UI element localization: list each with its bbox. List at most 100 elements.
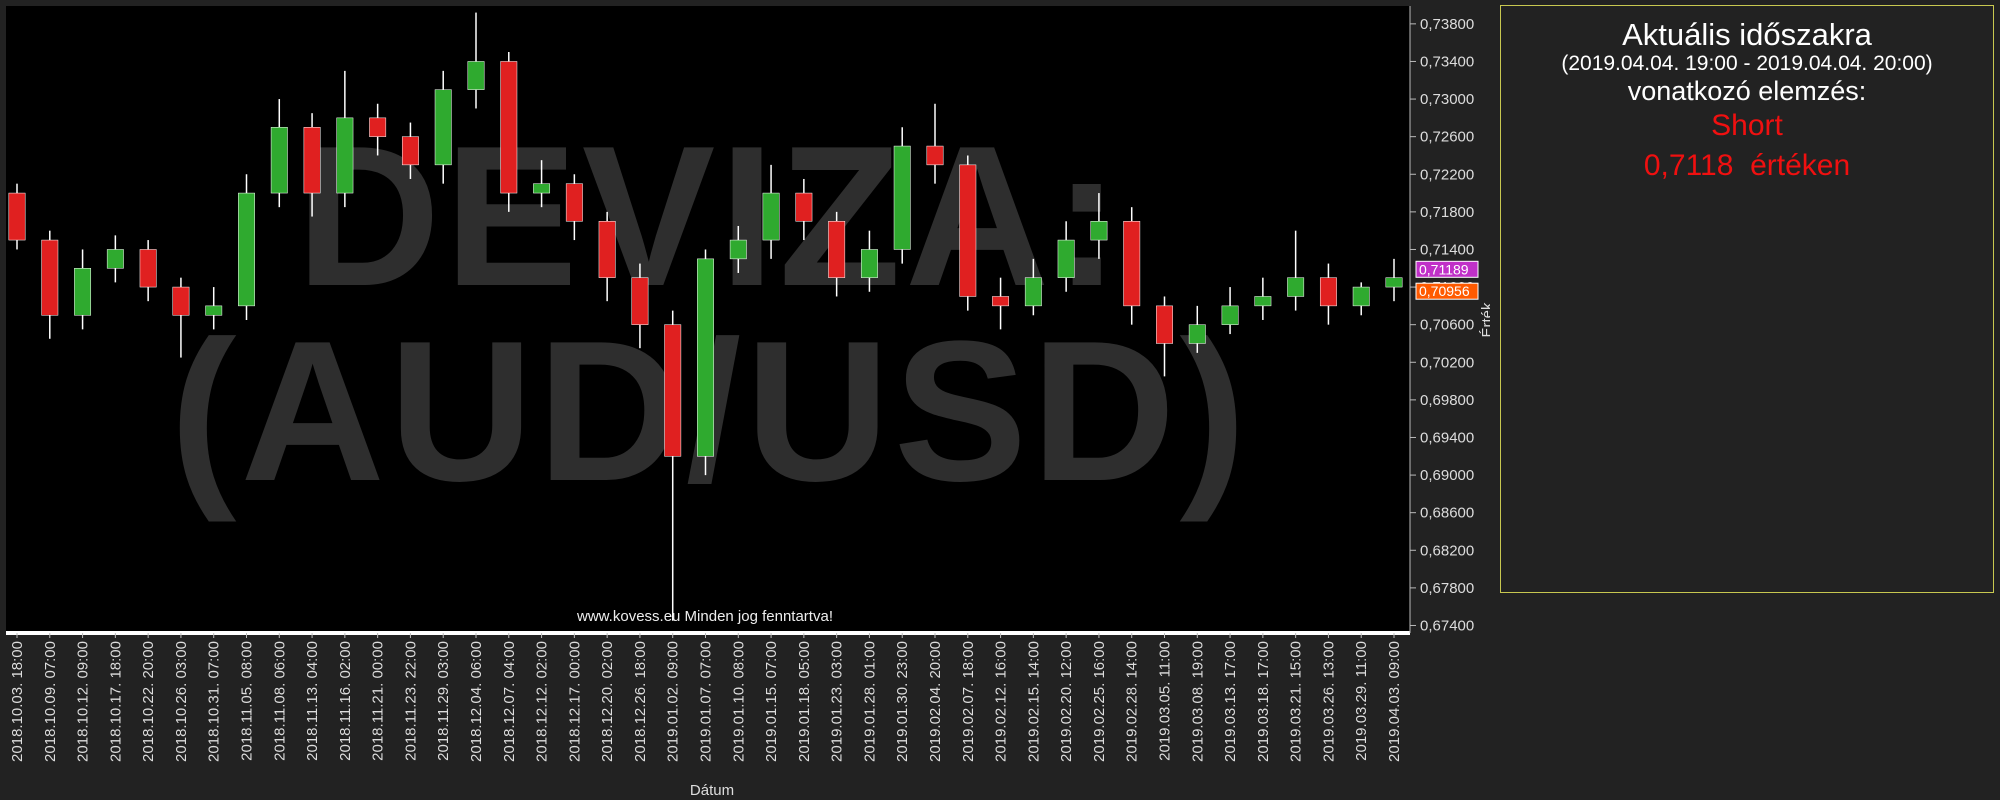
candle-body [893, 145, 911, 250]
price-marker-label: 0,70956 [1419, 283, 1470, 299]
y-tick-label: 0,71800 [1420, 204, 1474, 221]
x-tick-label: 2019.04.03. 09:00 [1386, 641, 1403, 762]
panel-subtitle: vonatkozó elemzés: [1627, 76, 1867, 106]
candle-body [565, 183, 583, 222]
candle-body [1352, 286, 1370, 307]
candle-body [369, 117, 387, 137]
panel-signal: Short [1711, 109, 1783, 142]
x-tick-label: 2019.02.04. 20:00 [927, 641, 944, 762]
candle-body [238, 192, 255, 307]
candle-body [795, 192, 813, 222]
price-marker [1415, 260, 1479, 278]
y-tick-label: 0,68200 [1420, 542, 1474, 559]
candle-body [8, 192, 26, 241]
candle-body [1188, 324, 1206, 344]
x-tick-label: 2018.12.26. 18:00 [632, 641, 649, 762]
candle-body [172, 286, 190, 316]
candle-body [1057, 239, 1075, 278]
panel-title: Aktuális időszakra [1622, 17, 1872, 52]
x-tick-label: 2019.01.02. 09:00 [665, 641, 682, 762]
x-tick-label: 2018.11.13. 04:00 [304, 641, 321, 761]
y-tick-label: 0,73800 [1420, 16, 1474, 33]
x-tick-label: 2019.01.18. 05:00 [796, 641, 813, 762]
x-tick-label: 2018.12.12. 02:00 [534, 641, 551, 762]
x-tick-label: 2018.12.17. 00:00 [566, 641, 583, 762]
x-tick-label: 2018.12.20. 02:00 [599, 641, 616, 762]
analysis-panel: Aktuális időszakra (2019.04.04. 19:00 - … [1500, 5, 1994, 593]
x-tick-label: 2019.02.25. 16:00 [1091, 641, 1108, 762]
x-tick-label: 2019.01.07. 07:00 [698, 641, 715, 762]
candle-body [762, 192, 780, 241]
candle-body [1156, 305, 1173, 344]
x-tick-label: 2019.03.29. 11:00 [1353, 641, 1370, 761]
candle-body [106, 249, 124, 269]
candle-body [500, 61, 518, 194]
candle-body [729, 239, 747, 260]
x-tick-label: 2018.12.07. 04:00 [501, 641, 518, 762]
candle-body [270, 127, 288, 194]
x-tick-label: 2018.10.22. 20:00 [140, 641, 157, 762]
x-tick-label: 2019.02.12. 16:00 [993, 641, 1010, 762]
panel-price-row: 0,7118 értéken [1501, 146, 1993, 186]
panel-period: (2019.04.04. 19:00 - 2019.04.04. 20:00) [1561, 52, 1933, 75]
x-tick-label: 2019.01.15. 07:00 [763, 641, 780, 762]
candle-body [1090, 221, 1108, 241]
y-tick-label: 0,68600 [1420, 505, 1474, 522]
y-tick-label: 0,70600 [1420, 317, 1474, 334]
candle-body [1123, 221, 1141, 307]
x-tick-label: 2018.10.31. 07:00 [206, 641, 223, 762]
y-tick-label: 0,70200 [1420, 354, 1474, 371]
y-tick-label: 0,73400 [1420, 53, 1474, 70]
candle-body [1385, 277, 1403, 288]
price-marker [1415, 282, 1479, 300]
x-tick-label: 2019.02.07. 18:00 [960, 641, 977, 762]
candle-body [336, 117, 354, 194]
candle-body [598, 221, 616, 278]
candle-body [992, 296, 1010, 307]
candle-body [74, 268, 92, 316]
x-tick-label: 2018.11.23. 22:00 [402, 641, 419, 761]
x-tick-label: 2019.01.10. 08:00 [730, 641, 747, 762]
candle-body [1287, 277, 1305, 297]
candle-body [1024, 277, 1042, 307]
x-tick-label: 2018.10.03. 18:00 [9, 641, 26, 762]
panel-price-suffix: értéken [1750, 149, 1851, 182]
candle-body [205, 305, 223, 316]
y-tick-label: 0,71400 [1420, 241, 1474, 258]
candle-body [664, 324, 682, 457]
x-tick-label: 2018.10.17. 18:00 [107, 641, 124, 762]
y-tick-label: 0,67800 [1420, 580, 1474, 597]
candle-body [41, 239, 59, 316]
candle-body [1254, 296, 1272, 307]
y-tick-label: 0,67400 [1420, 617, 1474, 634]
x-tick-label: 2019.03.13. 17:00 [1222, 641, 1239, 762]
x-tick-label: 2018.11.08. 06:00 [271, 641, 288, 761]
x-tick-label: 2018.11.16. 02:00 [337, 641, 354, 761]
x-tick-label: 2018.11.05. 08:00 [239, 641, 256, 761]
x-tick-label: 2019.03.21. 15:00 [1288, 641, 1305, 762]
candle-body [1221, 305, 1239, 325]
y-tick-label: 0,69000 [1420, 467, 1474, 484]
candle-body [1319, 277, 1337, 307]
candle-body [828, 221, 846, 278]
candle-body [303, 127, 321, 194]
candle-body [959, 164, 977, 297]
x-axis-title: Dátum [690, 782, 734, 799]
panel-price: 0,7118 [1643, 149, 1734, 182]
x-tick-label: 2019.01.30. 23:00 [894, 641, 911, 762]
candle-body [401, 136, 419, 166]
x-tick-label: 2019.03.05. 11:00 [1157, 641, 1174, 761]
candle-body [467, 61, 485, 90]
x-tick-label: 2018.12.04. 06:00 [468, 641, 485, 762]
y-tick-label: 0,72600 [1420, 129, 1474, 146]
x-tick-label: 2019.02.20. 12:00 [1058, 641, 1075, 762]
x-tick-label: 2019.02.15. 14:00 [1025, 641, 1042, 762]
x-tick-label: 2018.10.12. 09:00 [75, 641, 92, 762]
x-tick-label: 2019.03.26. 13:00 [1320, 641, 1337, 762]
x-tick-label: 2019.01.23. 03:00 [829, 641, 846, 762]
candle-body [434, 89, 452, 166]
x-tick-label: 2019.02.28. 14:00 [1124, 641, 1141, 762]
candle-body [533, 183, 551, 194]
x-tick-label: 2018.10.09. 07:00 [42, 641, 59, 762]
price-marker-label: 0,71189 [1419, 261, 1469, 277]
